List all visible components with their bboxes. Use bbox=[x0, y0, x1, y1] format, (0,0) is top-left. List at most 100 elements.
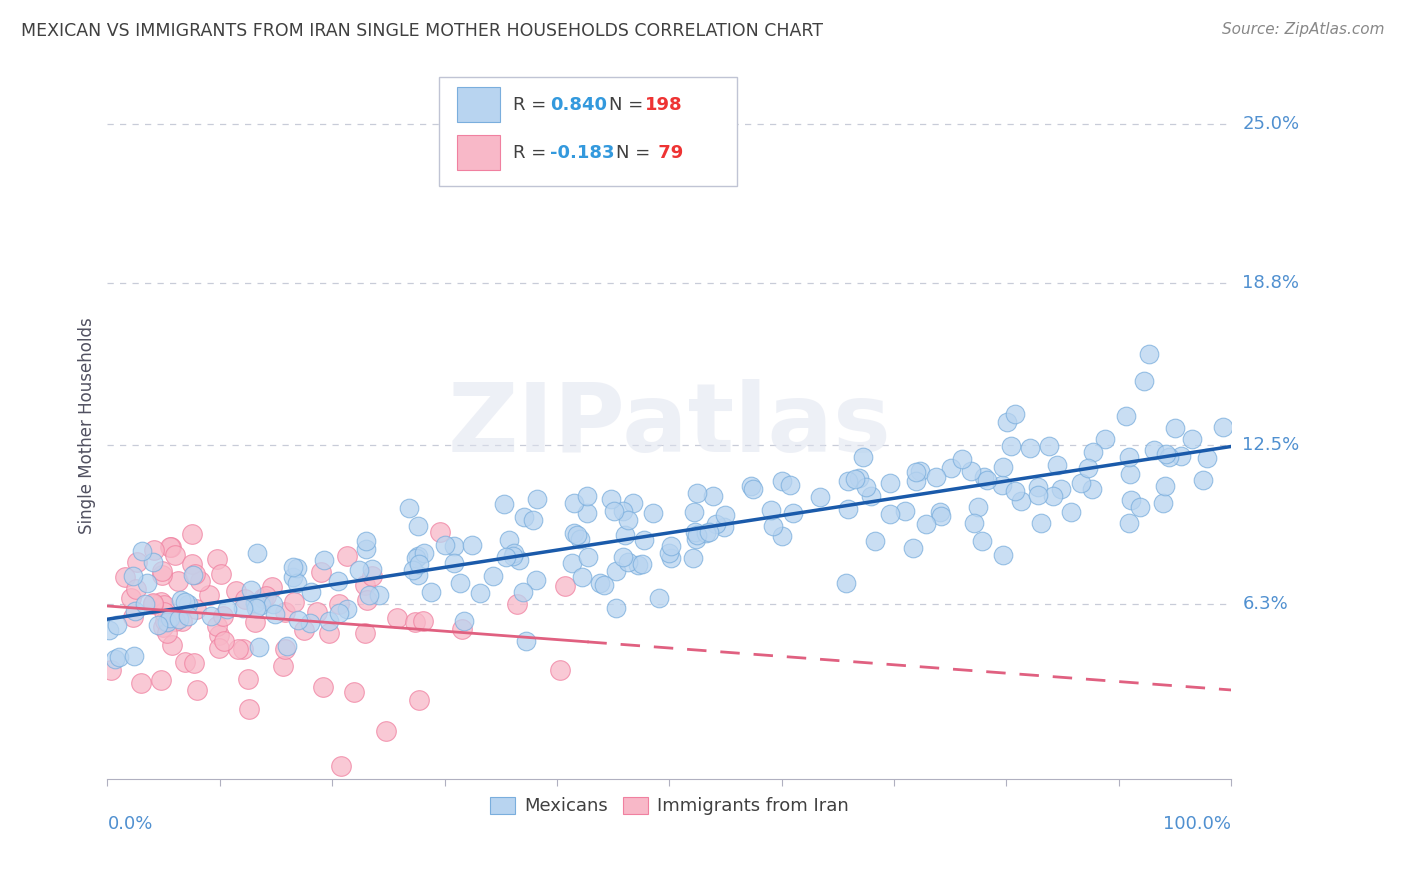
Point bbox=[1192, 473, 1215, 487]
Text: 198: 198 bbox=[644, 95, 682, 114]
Point bbox=[600, 492, 623, 507]
Point bbox=[1118, 450, 1140, 464]
Point bbox=[312, 680, 335, 694]
Point bbox=[183, 566, 205, 581]
Point bbox=[973, 470, 995, 484]
Point bbox=[683, 505, 706, 519]
Point bbox=[844, 472, 866, 486]
Point bbox=[354, 542, 377, 557]
Point bbox=[554, 579, 576, 593]
Point bbox=[299, 615, 322, 630]
Point bbox=[405, 550, 427, 565]
Point bbox=[548, 663, 571, 677]
Point bbox=[198, 588, 221, 602]
Point bbox=[960, 464, 983, 478]
Point bbox=[612, 550, 634, 565]
Point bbox=[612, 504, 634, 518]
Point bbox=[685, 532, 707, 546]
Point bbox=[167, 574, 190, 588]
Y-axis label: Single Mother Households: Single Mother Households bbox=[79, 318, 96, 534]
Point bbox=[1000, 438, 1022, 452]
Point bbox=[495, 549, 517, 564]
Point bbox=[443, 539, 465, 553]
Point bbox=[353, 578, 375, 592]
Point bbox=[1077, 460, 1099, 475]
Point bbox=[567, 527, 589, 541]
FancyBboxPatch shape bbox=[457, 87, 499, 122]
Point bbox=[855, 480, 877, 494]
Point bbox=[160, 540, 183, 554]
Point bbox=[616, 555, 638, 569]
Point bbox=[991, 548, 1014, 562]
Point bbox=[1059, 505, 1081, 519]
Point bbox=[1181, 432, 1204, 446]
Point bbox=[970, 534, 993, 549]
Point bbox=[98, 623, 121, 637]
Point bbox=[408, 557, 430, 571]
Point bbox=[120, 591, 142, 606]
Point bbox=[837, 474, 859, 488]
Point bbox=[498, 533, 520, 547]
Point bbox=[686, 528, 709, 542]
Point bbox=[950, 452, 973, 467]
Point bbox=[904, 465, 927, 479]
Point bbox=[356, 593, 378, 607]
Text: 79: 79 bbox=[652, 144, 683, 161]
Point bbox=[156, 626, 179, 640]
Point bbox=[146, 617, 169, 632]
Point bbox=[406, 549, 429, 564]
Point bbox=[125, 556, 148, 570]
Point bbox=[200, 609, 222, 624]
Point bbox=[273, 641, 295, 656]
Point bbox=[925, 470, 948, 484]
Point bbox=[995, 415, 1018, 429]
Point bbox=[742, 482, 765, 496]
Point bbox=[243, 596, 266, 610]
Point bbox=[177, 597, 200, 611]
Point bbox=[173, 656, 195, 670]
Point bbox=[208, 641, 231, 656]
Point bbox=[1159, 450, 1181, 464]
Point bbox=[142, 556, 165, 570]
FancyBboxPatch shape bbox=[439, 77, 737, 186]
Point bbox=[508, 553, 530, 567]
Point bbox=[283, 570, 305, 584]
Point bbox=[153, 605, 176, 619]
Point bbox=[1038, 439, 1060, 453]
Point bbox=[453, 614, 475, 628]
Point bbox=[434, 538, 457, 552]
Point bbox=[449, 576, 471, 591]
Point bbox=[347, 563, 370, 577]
Point bbox=[762, 519, 785, 533]
Point bbox=[1046, 458, 1069, 472]
Point bbox=[502, 549, 524, 563]
Point bbox=[704, 517, 727, 532]
Point bbox=[494, 497, 516, 511]
Point bbox=[576, 489, 599, 503]
Point bbox=[420, 585, 443, 599]
Point bbox=[186, 682, 208, 697]
Point bbox=[562, 525, 585, 540]
Point bbox=[967, 500, 990, 515]
Point bbox=[163, 615, 186, 629]
Point bbox=[188, 574, 211, 588]
Point bbox=[406, 518, 429, 533]
Point bbox=[914, 516, 936, 531]
Point bbox=[375, 724, 398, 739]
Point bbox=[562, 496, 585, 510]
Point bbox=[240, 583, 263, 598]
Point bbox=[1153, 478, 1175, 492]
Point bbox=[283, 595, 305, 609]
Point bbox=[451, 622, 474, 636]
Text: 0.840: 0.840 bbox=[550, 95, 607, 114]
Point bbox=[658, 545, 681, 559]
Point bbox=[605, 601, 627, 615]
Point bbox=[1004, 483, 1026, 498]
Point bbox=[1004, 407, 1026, 421]
Point bbox=[125, 582, 148, 597]
Point bbox=[228, 642, 250, 657]
Point bbox=[208, 628, 231, 642]
Point bbox=[1170, 449, 1192, 463]
Point bbox=[385, 611, 408, 625]
Point bbox=[443, 556, 465, 570]
